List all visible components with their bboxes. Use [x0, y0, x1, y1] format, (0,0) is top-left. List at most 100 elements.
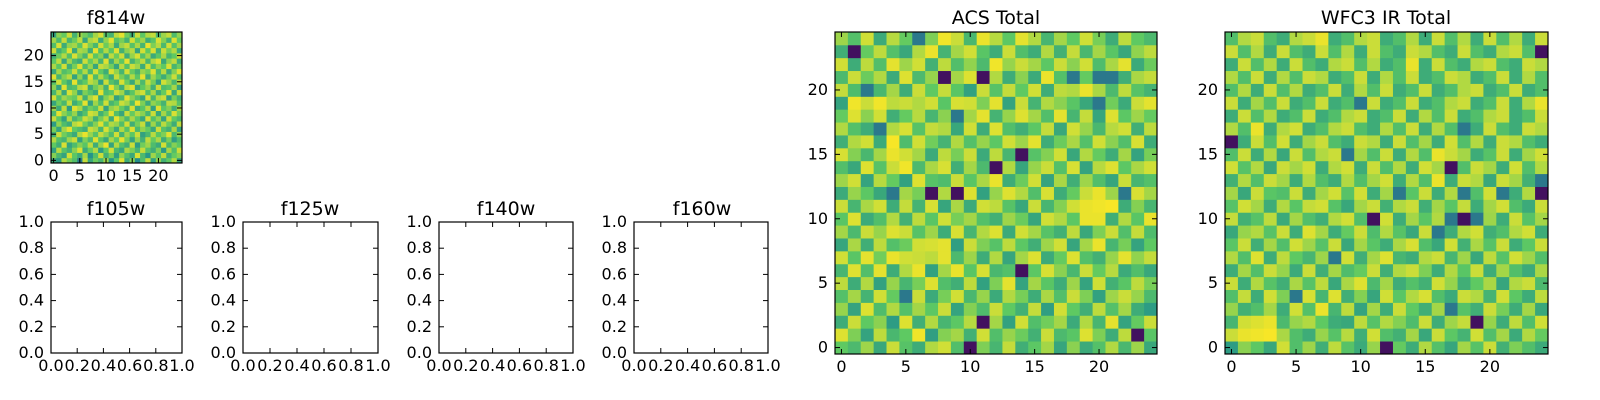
heatmap-cell [129, 152, 136, 159]
heatmap-cell [108, 115, 115, 122]
heatmap-cell [155, 126, 162, 132]
heatmap-cell [140, 47, 146, 54]
heatmap-cell [1328, 276, 1342, 290]
heatmap-cell [925, 147, 939, 162]
heatmap-cell [1263, 96, 1278, 110]
heatmap-cell [66, 126, 73, 132]
x-tick-label: 0 [49, 166, 59, 185]
heatmap-cell [92, 42, 99, 49]
heatmap-cell [1392, 109, 1407, 123]
heatmap-cell [1509, 315, 1523, 329]
heatmap-cell [103, 47, 110, 54]
heatmap-cell [847, 44, 862, 59]
heatmap-cell [98, 32, 104, 38]
heatmap-cell [129, 42, 136, 49]
heatmap-cell [1041, 160, 1055, 175]
heatmap-cell [166, 100, 172, 106]
heatmap-cell [1276, 199, 1290, 213]
heatmap-cell [1522, 289, 1536, 303]
heatmap-cell [835, 83, 849, 97]
heatmap-cell [103, 136, 110, 143]
heatmap-cell [1053, 199, 1068, 213]
heatmap-cell [1144, 96, 1158, 110]
heatmap-cell [1015, 328, 1029, 342]
heatmap-cell [912, 263, 926, 278]
heatmap-cell [92, 52, 99, 59]
heatmap-cell [1328, 83, 1342, 97]
heatmap-cell [71, 89, 78, 96]
heatmap-cell [1289, 147, 1303, 162]
heatmap-cell [119, 52, 125, 59]
heatmap-cell [1483, 57, 1497, 72]
heatmap-cell [950, 109, 965, 123]
heatmap-cell [77, 84, 83, 91]
heatmap-cell [1367, 57, 1381, 72]
heatmap-cell [873, 57, 887, 72]
heatmap-cell [1105, 199, 1119, 213]
heatmap-cell [1276, 147, 1290, 162]
heatmap-cell [1276, 263, 1290, 278]
heatmap-cell [1002, 225, 1016, 239]
heatmap-cell [1315, 315, 1329, 329]
heatmap-cell [66, 94, 73, 101]
heatmap-cell [873, 109, 887, 123]
heatmap-cell [51, 121, 57, 127]
heatmap-cell [1028, 250, 1042, 265]
heatmap-cell [145, 89, 151, 96]
heatmap-cell [1496, 289, 1510, 303]
heatmap-cell [1118, 212, 1132, 226]
heatmap-cell [92, 121, 99, 127]
heatmap-cell [56, 47, 62, 54]
heatmap-cell [1276, 122, 1290, 136]
heatmap-cell [155, 142, 162, 148]
heatmap-cell [989, 147, 1003, 162]
heatmap-cell [66, 68, 73, 75]
heatmap-cell [925, 225, 939, 239]
heatmap-cell [140, 37, 146, 43]
x-tick-label: 0.6 [311, 356, 336, 375]
heatmap-cell [171, 105, 178, 111]
heatmap-cell [1457, 289, 1471, 303]
x-tick-label: 10 [96, 166, 116, 185]
heatmap-cell [1225, 289, 1239, 303]
heatmap-cell [1276, 328, 1290, 342]
heatmap-cell [155, 42, 162, 49]
heatmap-cell [1302, 70, 1316, 84]
heatmap-cell [1315, 263, 1329, 278]
heatmap-cell [950, 160, 965, 175]
heatmap-cell [1002, 186, 1016, 200]
heatmap-cell [1092, 44, 1106, 59]
heatmap-cell [1041, 289, 1055, 303]
heatmap-cell [113, 136, 120, 143]
heatmap-cell [1315, 238, 1329, 252]
heatmap-cell [950, 341, 965, 355]
heatmap-cell [145, 110, 151, 117]
heatmap-cell [171, 73, 178, 80]
heatmap-cell [873, 328, 887, 342]
heatmap-cell [92, 110, 99, 117]
heatmap-cell [1405, 341, 1420, 355]
heatmap-cell [87, 147, 94, 153]
heatmap-cell [899, 315, 913, 329]
heatmap-cell [1457, 70, 1471, 84]
heatmap-cell [1092, 109, 1106, 123]
heatmap-cell [873, 122, 887, 136]
heatmap-cell [1509, 199, 1523, 213]
heatmap-cell [1367, 302, 1381, 316]
heatmap-cell [51, 47, 57, 54]
heatmap-cell [976, 57, 990, 72]
heatmap-cell [108, 47, 115, 54]
heatmap-cell [1079, 199, 1093, 213]
heatmap-cell [925, 238, 939, 252]
heatmap-cell [1405, 44, 1420, 59]
heatmap-cell [1418, 276, 1433, 290]
heatmap-cell [873, 135, 887, 149]
heatmap-cell [61, 32, 68, 38]
panel-title-f814w: f814w [87, 7, 146, 29]
heatmap-cell [1131, 44, 1145, 59]
heatmap-cell [56, 63, 62, 70]
heatmap-cell [963, 70, 978, 84]
heatmap-cell [140, 68, 146, 75]
heatmap-cell [124, 89, 130, 96]
heatmap-cell [1079, 32, 1093, 46]
